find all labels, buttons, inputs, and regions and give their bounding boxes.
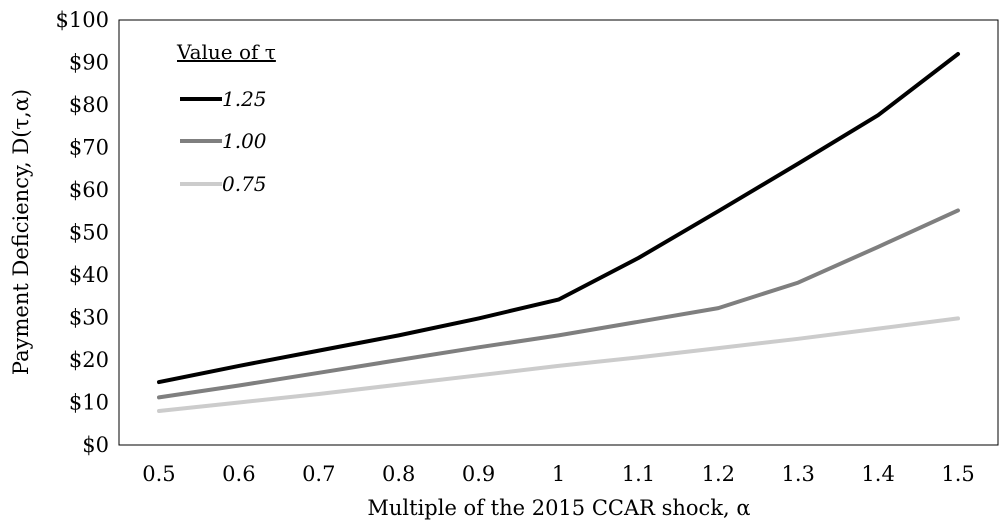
y-tick-label: $100 [56,8,109,32]
y-tick-label: $60 [69,178,109,202]
y-tick-label: $40 [69,263,109,287]
y-tick-label: $90 [69,51,109,75]
x-tick-label: 1.2 [702,462,735,486]
legend-label: 1.00 [222,129,267,153]
x-tick-label: 1.1 [622,462,655,486]
y-tick-label: $20 [69,348,109,372]
legend-items: 1.25 1.00 0.75 [180,87,267,196]
x-tick-label: 1 [552,462,565,486]
y-tick-label: $70 [69,136,109,160]
x-tick-label: 0.8 [382,462,415,486]
series-lines [157,52,960,413]
x-tick-label: 0.6 [222,462,255,486]
x-axis-ticks: 0.5 0.6 0.7 0.8 0.9 1 1.1 1.2 1.3 1.4 1.5 [142,462,974,486]
x-tick-label: 1.3 [782,462,815,486]
legend-title: Value of τ [176,40,276,64]
y-tick-label: $50 [69,221,109,245]
x-tick-label: 0.7 [302,462,335,486]
legend-label: 1.25 [222,87,267,111]
x-tick-label: 0.5 [142,462,175,486]
y-tick-label: $10 [69,391,109,415]
x-tick-label: 1.4 [861,462,894,486]
x-axis-title: Multiple of the 2015 CCAR shock, α [367,496,750,520]
y-tick-label: $80 [69,93,109,117]
legend: Value of τ 1.25 1.00 0.75 [176,40,276,196]
series-line-2 [157,316,960,413]
x-tick-label: 0.9 [462,462,495,486]
series-line-0 [157,52,960,385]
plot-area [118,19,999,446]
y-tick-label: $30 [69,306,109,330]
y-axis-ticks: $0 $10 $20 $30 $40 $50 $60 $70 $80 $90 $100 [56,8,109,457]
series-line-1 [157,208,960,400]
legend-label: 0.75 [222,172,267,196]
y-tick-label: $0 [82,433,109,457]
y-axis-title: Payment Deficiency, D(τ,α) [9,89,33,375]
x-tick-label: 1.5 [941,462,974,486]
